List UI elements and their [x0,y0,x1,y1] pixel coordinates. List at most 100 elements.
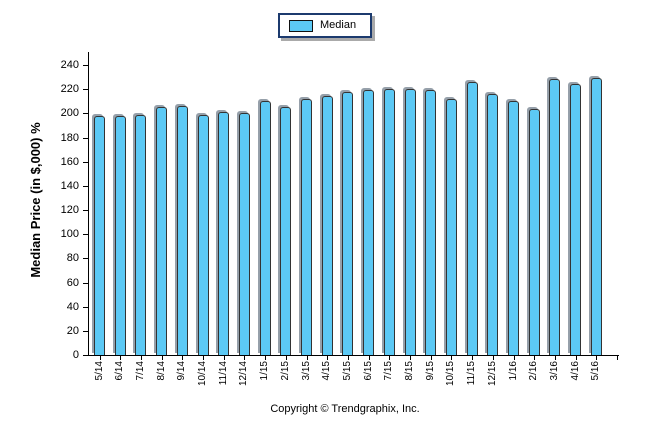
y-tick-20 [83,331,88,332]
x-tick-label-9/14: 9/14 [176,361,188,381]
y-axis-line [88,52,89,355]
legend-swatch-median [289,19,313,32]
x-tick-label-4/15: 4/15 [321,361,333,381]
x-tick-3/15 [307,356,308,360]
bar-8/14 [156,107,168,355]
x-tick-5/14 [100,356,101,360]
y-tick-label-160: 160 [60,156,79,168]
bar-6/15 [363,90,375,355]
x-tick-label-8/14: 8/14 [155,361,167,381]
x-tick-5/16 [596,356,597,360]
y-tick-200 [83,113,88,114]
y-axis-title: Median Price (in $,000) % [28,122,43,278]
bar-11/14 [218,112,230,355]
x-tick-label-7/15: 7/15 [383,361,395,381]
y-tick-160 [83,162,88,163]
bar-7/14 [135,115,147,355]
x-tick-11/14 [224,356,225,360]
x-tick-label-5/16: 5/16 [590,361,602,381]
x-tick-5/15 [348,356,349,360]
x-tick-8/15 [410,356,411,360]
x-tick-2/16 [534,356,535,360]
x-tick-4/15 [327,356,328,360]
bar-3/15 [301,99,312,355]
y-tick-40 [83,307,88,308]
bar-4/15 [321,96,333,355]
copyright-text: Copyright © Trendgraphix, Inc. [270,403,420,415]
y-tick-80 [83,258,88,259]
y-tick-label-0: 0 [72,349,79,361]
x-tick-label-6/15: 6/15 [362,361,374,381]
bar-5/15 [342,92,354,355]
x-tick-4/16 [576,356,577,360]
bar-10/14 [197,115,209,355]
y-tick-label-20: 20 [66,325,79,337]
bar-9/14 [176,106,188,355]
y-tick-120 [83,210,88,211]
x-axis-end-tick [617,356,618,360]
x-tick-7/14 [141,356,142,360]
bar-5/16 [590,78,602,355]
legend-label: Median [320,19,357,31]
x-tick-label-12/15: 12/15 [486,361,498,387]
bar-4/16 [570,84,582,355]
y-tick-label-100: 100 [60,228,79,240]
bar-11/15 [466,82,478,355]
x-tick-6/15 [369,356,370,360]
y-tick-label-180: 180 [60,132,79,144]
bar-2/15 [280,107,292,355]
y-tick-140 [83,186,88,187]
bar-7/15 [383,89,395,355]
bar-1/16 [508,101,519,355]
x-tick-3/16 [555,356,556,360]
x-tick-label-8/15: 8/15 [404,361,415,381]
legend: Median [278,13,372,38]
x-tick-label-12/14: 12/14 [238,361,250,387]
bar-12/15 [487,94,499,355]
x-tick-12/15 [493,356,494,360]
x-tick-label-3/16: 3/16 [548,361,560,381]
y-tick-label-40: 40 [66,301,79,313]
x-tick-label-4/16: 4/16 [569,361,581,381]
x-tick-label-9/15: 9/15 [424,361,436,381]
x-tick-label-2/15: 2/15 [279,361,291,381]
x-tick-label-10/15: 10/15 [445,361,457,387]
x-tick-6/14 [120,356,121,360]
x-tick-9/14 [182,356,183,360]
y-tick-100 [83,234,88,235]
x-tick-label-5/15: 5/15 [341,361,353,381]
x-tick-label-7/14: 7/14 [134,361,146,381]
bar-3/16 [549,79,561,355]
x-tick-7/15 [389,356,390,360]
x-tick-8/14 [162,356,163,360]
y-tick-label-140: 140 [60,180,79,192]
y-tick-label-200: 200 [60,107,79,119]
x-tick-11/15 [472,356,473,360]
bar-8/15 [404,89,416,355]
x-tick-label-6/14: 6/14 [114,361,126,381]
x-tick-label-11/14: 11/14 [217,361,229,386]
x-tick-label-1/15: 1/15 [259,361,271,381]
x-tick-label-5/14: 5/14 [93,361,105,381]
y-tick-0 [83,355,88,356]
bar-10/15 [445,99,457,355]
bar-1/15 [259,101,271,355]
x-tick-10/14 [203,356,204,360]
x-tick-12/14 [244,356,245,360]
x-tick-2/15 [286,356,287,360]
x-tick-1/16 [514,356,515,360]
bar-6/14 [114,116,126,355]
bar-2/16 [528,109,540,355]
x-tick-10/15 [451,356,452,360]
y-tick-220 [83,89,88,90]
x-tick-label-1/16: 1/16 [507,361,519,381]
x-tick-1/15 [265,356,266,360]
bar-12/14 [238,113,250,355]
bar-9/15 [425,90,437,355]
x-axis-line [88,355,619,356]
x-tick-label-11/15: 11/15 [466,361,478,386]
y-tick-180 [83,138,88,139]
x-tick-label-2/16: 2/16 [528,361,540,381]
y-tick-label-220: 220 [60,83,79,95]
